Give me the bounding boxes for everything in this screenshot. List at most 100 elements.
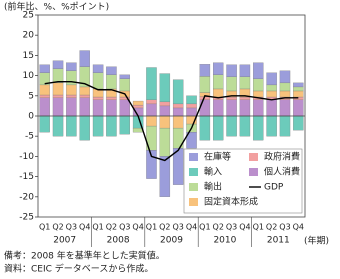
bar-segment xyxy=(226,64,237,77)
bar-segment xyxy=(279,90,291,98)
bar-segment xyxy=(186,95,197,105)
x-group-label: 2011 xyxy=(267,236,290,246)
bar-segment xyxy=(52,115,64,137)
bar-segment xyxy=(159,127,171,157)
legend-label: 個人消費 xyxy=(264,166,300,178)
bar-segment xyxy=(159,156,171,197)
bar-segment xyxy=(199,64,211,77)
bar-segment xyxy=(226,96,237,100)
legend-box xyxy=(183,148,303,214)
x-axis-label: (年期) xyxy=(304,235,329,247)
x-tick-label: Q2 xyxy=(213,223,224,232)
x-tick-label: Q1 xyxy=(39,223,50,232)
bar-segment xyxy=(66,84,77,96)
bar-segment xyxy=(279,99,291,117)
bar-segment xyxy=(253,78,264,92)
legend-swatch xyxy=(249,153,258,161)
bar-segment xyxy=(213,99,224,117)
bar-segment xyxy=(293,90,304,98)
bar-segment xyxy=(79,94,90,98)
bar-segment xyxy=(39,94,50,98)
legend-swatch xyxy=(189,183,198,191)
bar-segment xyxy=(119,78,130,92)
bar-segment xyxy=(66,115,77,137)
bar-segment xyxy=(186,107,197,117)
bar-segment xyxy=(39,84,50,96)
bar-segment xyxy=(79,50,90,67)
bar-segment xyxy=(159,73,171,103)
x-group-label: 2010 xyxy=(213,236,236,246)
bar-segment xyxy=(159,105,171,117)
bar-segment xyxy=(239,64,251,77)
bar-segment xyxy=(293,115,304,131)
bar-segment xyxy=(199,99,211,117)
bar-segment xyxy=(226,99,237,117)
y-tick-label: -25 xyxy=(19,213,34,223)
x-tick-label: Q4 xyxy=(132,223,143,232)
bar-segment xyxy=(186,103,197,109)
bar-segment xyxy=(119,74,130,79)
x-tick-label: Q4 xyxy=(293,223,304,232)
bar-segment xyxy=(279,82,291,92)
bar-segment xyxy=(199,115,211,141)
x-group-label: 2009 xyxy=(160,236,183,246)
bar-segment xyxy=(106,96,117,100)
bar-segment xyxy=(293,99,304,117)
bar-segment xyxy=(39,97,50,117)
bar-segment xyxy=(106,99,117,117)
bar-segment xyxy=(172,148,184,185)
legend-label: 輸出 xyxy=(204,181,222,193)
bar-segment xyxy=(226,76,237,92)
legend-label: 輸入 xyxy=(204,166,222,178)
bar-segment xyxy=(159,101,171,107)
bar-segment xyxy=(146,150,157,179)
legend-swatch xyxy=(189,198,198,206)
bar-segment xyxy=(66,94,77,98)
y-tick-label: 5 xyxy=(28,91,34,101)
bar-segment xyxy=(213,74,224,90)
y-tick-label: -10 xyxy=(19,152,34,162)
y-tick-label: 0 xyxy=(28,112,34,122)
bar-segment xyxy=(146,67,157,100)
bar-segment xyxy=(199,76,211,93)
bar-segment xyxy=(146,103,157,117)
y-tick-label: 25 xyxy=(23,11,34,21)
bar-segment xyxy=(172,103,184,109)
bar-segment xyxy=(266,84,277,92)
bar-segment xyxy=(213,115,224,141)
bar-segment xyxy=(266,99,277,117)
y-tick-label: 15 xyxy=(23,51,34,61)
x-tick-label: Q3 xyxy=(119,223,130,232)
bar-segment xyxy=(66,62,77,71)
bar-segment xyxy=(253,99,264,117)
legend-label: 在庫等 xyxy=(204,151,231,163)
bar-segment xyxy=(39,64,50,73)
bar-segment xyxy=(119,99,130,117)
bar-segment xyxy=(92,64,104,73)
x-tick-label: Q2 xyxy=(159,223,170,232)
bar-segment xyxy=(239,76,251,90)
bar-segment xyxy=(279,70,291,84)
x-tick-label: Q2 xyxy=(52,223,63,232)
bar-segment xyxy=(79,97,90,117)
bar-segment xyxy=(172,79,184,105)
bar-segment xyxy=(52,94,64,98)
y-tick-label: -15 xyxy=(19,172,34,182)
gdp-line xyxy=(44,80,299,162)
bar-segment xyxy=(92,72,104,90)
bar-segment xyxy=(132,100,144,106)
note: 備考：2008 年を基準年とした実質値。 xyxy=(4,250,165,262)
note: 資料：CEIC データベースから作成。 xyxy=(4,263,153,275)
bar-segment xyxy=(52,68,64,84)
bar-segment xyxy=(226,115,237,137)
x-tick-label: Q4 xyxy=(79,223,90,232)
bar-segment xyxy=(66,97,77,117)
legend-swatch xyxy=(189,153,198,161)
bar-segment xyxy=(132,104,144,109)
bar-segment xyxy=(239,115,251,137)
legend-label: 政府消費 xyxy=(264,151,300,163)
bar-segment xyxy=(106,74,117,90)
bar-segment xyxy=(266,72,277,86)
x-tick-label: Q3 xyxy=(279,223,290,232)
